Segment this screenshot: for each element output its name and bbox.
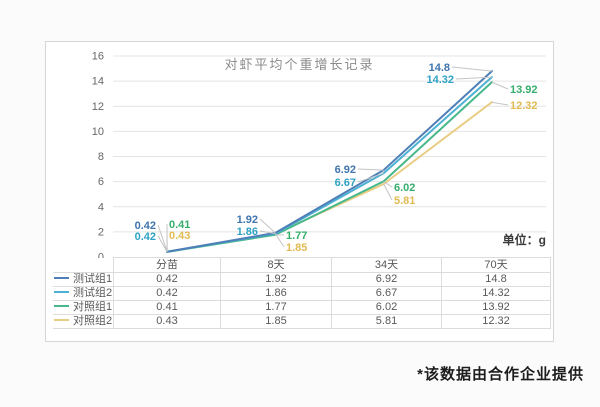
- table-cell: 1.86: [220, 286, 332, 301]
- label-leader-line: [451, 66, 492, 72]
- table-header-cell: 70天: [441, 257, 551, 273]
- legend-label: 测试组2: [73, 287, 113, 300]
- y-axis-tick-label: 0: [98, 252, 104, 259]
- y-axis-tick-label: 12: [92, 101, 104, 113]
- table-cell: 1.92: [220, 272, 332, 287]
- data-point-label: 1.77: [286, 230, 307, 242]
- growth-line-chart: 0 2 4 6 8 10 12 14 16 0.42 1.92 6.92 14.8 0.42 1.86 6.6…: [92, 51, 546, 259]
- label-leader-line: [157, 224, 168, 252]
- label-leader-line: [455, 76, 492, 80]
- y-axis-tick-label: 4: [98, 201, 104, 213]
- series-line-1: [166, 70, 493, 253]
- table-row: 对照组1 0.41 1.77 6.02 13.92: [53, 300, 551, 315]
- table-row: 对照组2 0.43 1.85 5.81 12.32: [53, 314, 551, 329]
- y-axis-tick-label: 16: [92, 51, 104, 63]
- data-point-label: 0.43: [169, 230, 190, 242]
- y-axis-tick-label: 10: [92, 126, 104, 138]
- legend-line-swatch: [54, 277, 69, 280]
- table-cell: 1.77: [220, 300, 332, 315]
- table-cell: 0.42: [113, 286, 221, 301]
- legend-label: 测试组1: [73, 273, 113, 286]
- data-point-label: 1.92: [237, 214, 258, 226]
- legend-line-swatch: [54, 291, 69, 294]
- footnote: *该数据由合作企业提供: [417, 366, 584, 383]
- series-line-2: [166, 76, 493, 253]
- table-cell: 6.02: [331, 300, 442, 315]
- legend-label: 对照组2: [73, 315, 113, 328]
- data-point-label: 0.41: [169, 219, 190, 231]
- y-axis-tick-label: 8: [98, 151, 104, 163]
- unit-label: 单位：g: [502, 233, 546, 247]
- label-leader-line: [383, 183, 393, 201]
- legend-cell: 测试组2: [53, 286, 114, 301]
- chart-title: 对虾平均个重增长记录: [224, 57, 375, 72]
- table-header-cell: 34天: [331, 257, 442, 273]
- table-cell: 5.81: [331, 314, 442, 329]
- data-point-label: 14.32: [426, 74, 454, 86]
- data-point-label: 6.67: [335, 177, 356, 189]
- data-point-label: 6.92: [335, 164, 356, 176]
- chart-card: 0 2 4 6 8 10 12 14 16 0.42 1.92 6.92 14.8 0.42 1.86 6.6…: [45, 41, 554, 342]
- y-axis-tick-label: 2: [98, 226, 104, 238]
- table-cell: 0.43: [113, 314, 221, 329]
- label-leader-line: [491, 81, 509, 90]
- label-leader-line: [357, 168, 384, 171]
- data-point-label: 0.42: [135, 220, 156, 232]
- table-corner-cell: [53, 258, 114, 273]
- table-row: 测试组1 0.42 1.92 6.92 14.8: [53, 272, 551, 287]
- table-cell: 0.41: [113, 300, 221, 315]
- table-cell: 1.85: [220, 314, 332, 329]
- data-point-label: 0.42: [135, 231, 156, 243]
- data-point-label: 5.81: [394, 195, 415, 207]
- data-table: 分苗 8天 34天 70天 测试组1 0.42 1.92 6.92 14.8 测试组2 0.42 1…: [53, 257, 551, 329]
- label-leader-line: [259, 218, 276, 234]
- y-axis-tick-label: 14: [92, 76, 104, 88]
- legend-line-swatch: [54, 319, 69, 322]
- data-point-label: 1.85: [286, 242, 307, 254]
- data-point-label: 13.92: [510, 84, 538, 96]
- label-leader-line: [259, 230, 276, 235]
- table-row: 测试组2 0.42 1.86 6.67 14.32: [53, 286, 551, 301]
- series-line-4: [166, 101, 493, 253]
- table-cell: 12.32: [441, 314, 551, 329]
- data-point-label: 1.86: [237, 226, 258, 238]
- legend-label: 对照组1: [73, 301, 113, 314]
- table-cell: 0.42: [113, 272, 221, 287]
- label-leader-line: [357, 172, 384, 183]
- table-header-row: 分苗 8天 34天 70天: [53, 257, 551, 273]
- table-cell: 6.92: [331, 272, 442, 287]
- table-cell: 6.67: [331, 286, 442, 301]
- data-point-label: 12.32: [510, 100, 538, 112]
- y-axis-tick-label: 6: [98, 176, 104, 188]
- label-leader-line: [157, 235, 168, 252]
- table-cell: 14.32: [441, 286, 551, 301]
- table-header-cell: 分苗: [113, 257, 221, 273]
- legend-cell: 对照组2: [53, 314, 114, 329]
- legend-cell: 对照组1: [53, 300, 114, 315]
- label-leader-line: [274, 233, 285, 248]
- data-point-label: 14.8: [429, 62, 450, 74]
- data-point-label: 6.02: [394, 182, 415, 194]
- label-leader-line: [383, 180, 393, 188]
- table-cell: 13.92: [441, 300, 551, 315]
- table-header-cell: 8天: [220, 257, 332, 273]
- legend-line-swatch: [54, 305, 69, 308]
- series-line-3: [166, 81, 493, 253]
- table-cell: 14.8: [441, 272, 551, 287]
- label-leader-line: [491, 101, 509, 106]
- legend-cell: 测试组1: [53, 272, 114, 287]
